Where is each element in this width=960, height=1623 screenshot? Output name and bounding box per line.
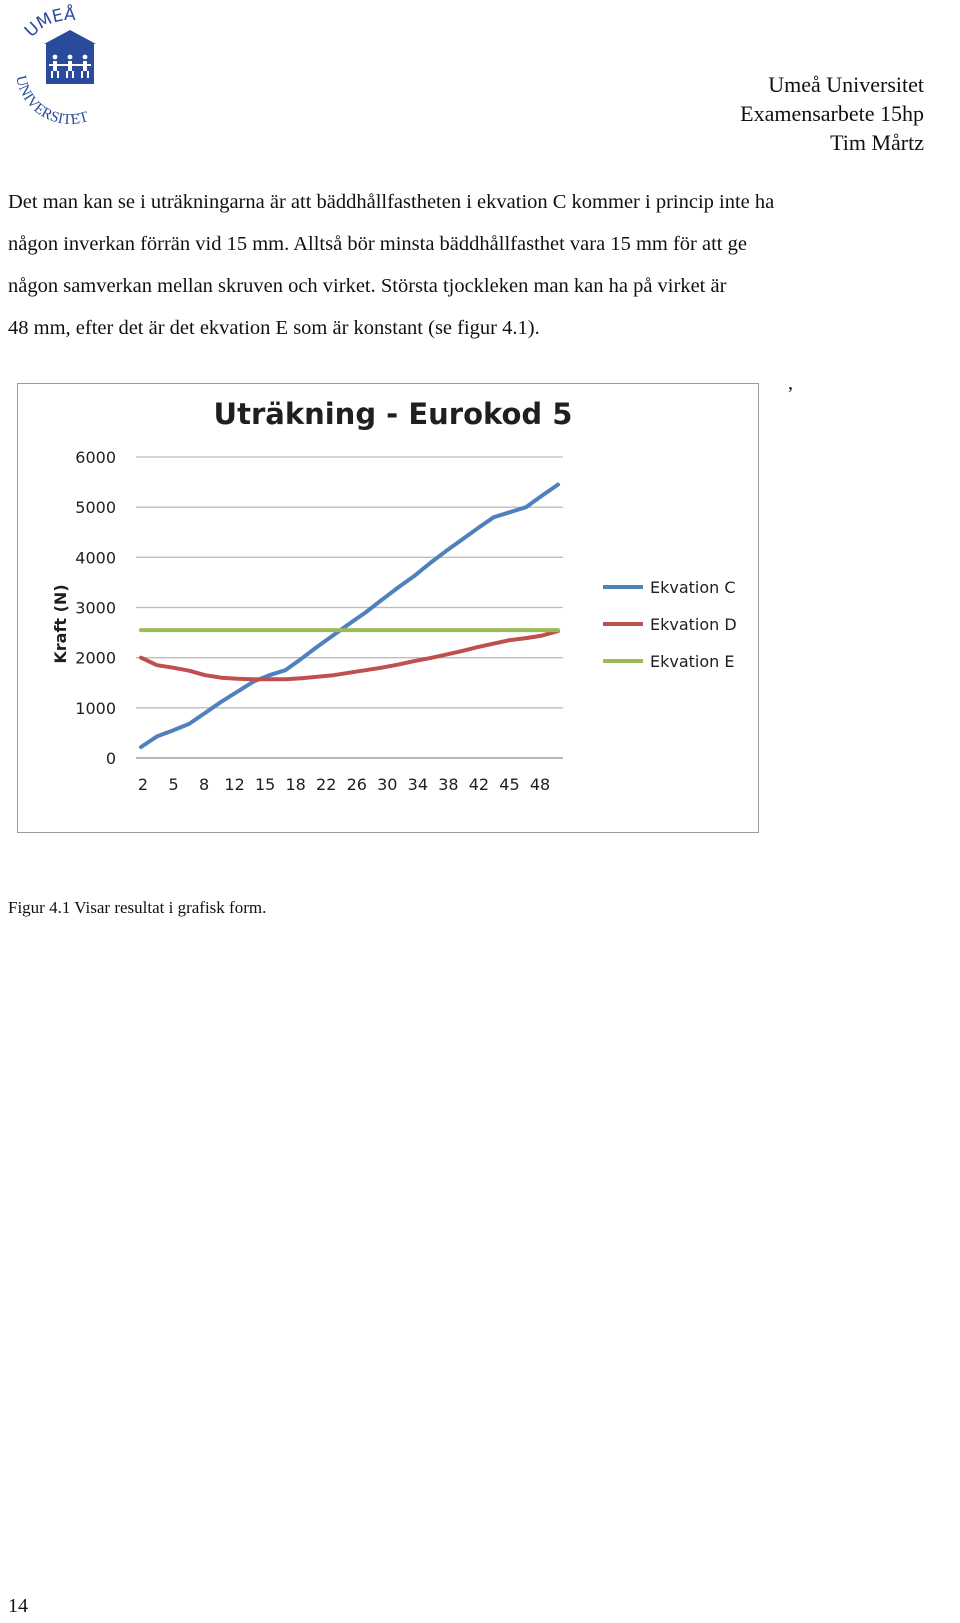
x-tick-label: 42 <box>469 775 489 794</box>
y-tick-label: 6000 <box>75 448 116 467</box>
body-line: någon samverkan mellan skruven och virke… <box>8 275 727 297</box>
x-tick-label: 12 <box>224 775 244 794</box>
y-tick-label: 1000 <box>75 699 116 718</box>
x-tick-label: 8 <box>199 775 209 794</box>
header-author: Tim Mårtz <box>830 130 924 155</box>
body-line: Det man kan se i uträkningarna är att bä… <box>8 191 775 213</box>
body-line: 48 mm, efter det är det ekvation E som ä… <box>8 317 540 339</box>
y-tick-label: 4000 <box>75 548 116 567</box>
body-paragraph: Det man kan se i uträkningarna är att bä… <box>8 181 948 349</box>
page-number: 14 <box>8 1595 28 1617</box>
header-university: Umeå Universitet <box>768 72 924 97</box>
x-tick-label: 45 <box>499 775 519 794</box>
header-thesis: Examensarbete 15hp <box>740 101 924 126</box>
y-tick-label: 3000 <box>75 599 116 618</box>
legend-entry: Ekvation E <box>650 652 735 671</box>
x-tick-label: 2 <box>138 775 148 794</box>
body-line: någon inverkan förrän vid 15 mm. Alltså … <box>8 233 747 255</box>
x-tick-label: 48 <box>530 775 550 794</box>
legend-entry: Ekvation D <box>650 615 737 634</box>
legend-entry: Ekvation C <box>650 578 736 597</box>
x-tick-label: 22 <box>316 775 336 794</box>
x-tick-label: 34 <box>408 775 428 794</box>
x-tick-label: 5 <box>168 775 178 794</box>
umea-university-logo-icon: UMEÅ UNIVERSITET <box>12 3 96 128</box>
line-chart: Uträkning - Eurokod 5 Kraft (N) 0 1000 200… <box>51 397 737 794</box>
y-tick-label: 5000 <box>75 498 116 517</box>
x-tick-label: 30 <box>377 775 397 794</box>
y-axis-label: Kraft (N) <box>51 584 70 663</box>
x-tick-label: 26 <box>347 775 367 794</box>
x-tick-label: 15 <box>255 775 275 794</box>
chart-title: Uträkning - Eurokod 5 <box>214 397 573 431</box>
figure-caption: Figur 4.1 Visar resultat i grafisk form. <box>8 898 267 917</box>
y-tick-label: 2000 <box>75 649 116 668</box>
y-tick-label: 0 <box>106 749 116 768</box>
series-line-ekvation-d <box>139 629 560 682</box>
page-header: Umeå Universitet Examensarbete 15hp Tim … <box>740 70 924 157</box>
stray-comma: , <box>788 372 793 394</box>
x-tick-label: 38 <box>438 775 458 794</box>
x-tick-label: 18 <box>286 775 306 794</box>
chart-container: Uträkning - Eurokod 5 Kraft (N) 0 1000 200… <box>17 383 759 833</box>
series-line-ekvation-c <box>139 482 560 749</box>
